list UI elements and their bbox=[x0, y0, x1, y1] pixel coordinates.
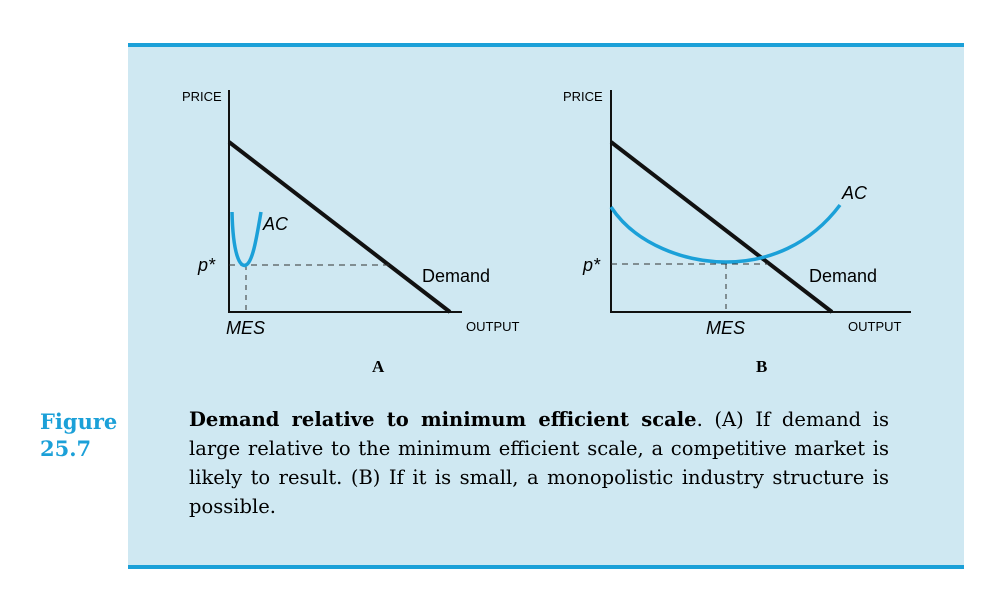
figure-label: Figure 25.7 bbox=[40, 408, 120, 462]
x-axis-label-a: OUTPUT bbox=[466, 319, 520, 334]
demand-label-a: Demand bbox=[422, 266, 490, 286]
panel-letter-b: B bbox=[756, 357, 767, 376]
ac-label-a: AC bbox=[262, 214, 289, 234]
y-axis-label-a: PRICE bbox=[182, 89, 222, 104]
ac-curve-b bbox=[609, 203, 842, 264]
figure-label-number: 25.7 bbox=[40, 436, 92, 461]
caption-body: . (A) If demand is large relative to the… bbox=[189, 408, 890, 518]
demand-label-b: Demand bbox=[809, 266, 877, 286]
figure-caption: Demand relative to minimum efficient sca… bbox=[189, 405, 889, 521]
x-axis-label-b: OUTPUT bbox=[848, 319, 902, 334]
panel-letter-a: A bbox=[372, 357, 385, 376]
demand-line-b bbox=[609, 140, 834, 314]
price-label-a: p* bbox=[197, 255, 216, 275]
ac-label-b: AC bbox=[841, 183, 868, 203]
figure-label-word: Figure bbox=[40, 409, 118, 434]
mes-label-a: MES bbox=[226, 318, 265, 338]
caption-title: Demand relative to minimum efficient sca… bbox=[189, 408, 697, 431]
price-label-b: p* bbox=[582, 255, 601, 275]
demand-line-a bbox=[227, 140, 452, 314]
y-axis-label-b: PRICE bbox=[563, 89, 603, 104]
ac-curve-a bbox=[230, 211, 263, 268]
mes-label-b: MES bbox=[706, 318, 745, 338]
